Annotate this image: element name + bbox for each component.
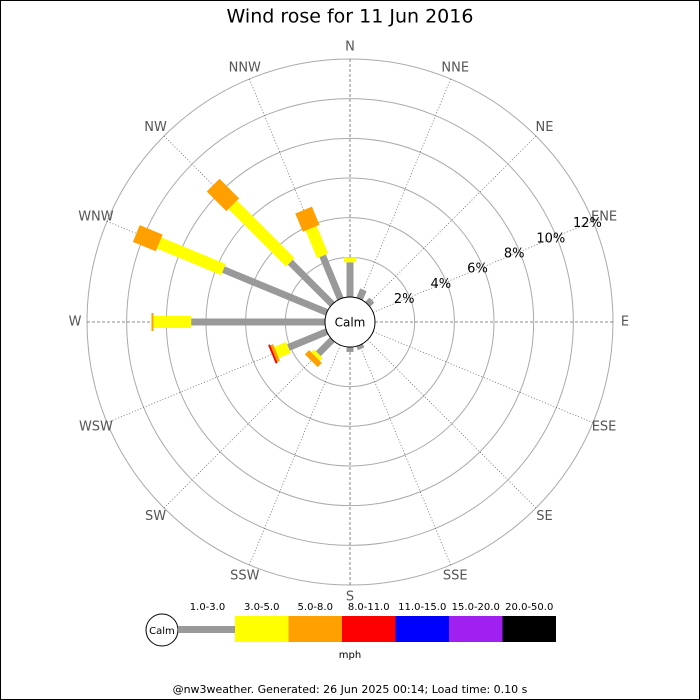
spoke	[372, 220, 594, 313]
legend-label: 5.0-8.0	[298, 602, 333, 613]
direction-label: S	[346, 590, 354, 605]
legend-swatch	[395, 616, 449, 642]
direction-label: W	[69, 315, 82, 330]
calm-circle	[324, 296, 376, 348]
direction-label: SSW	[230, 569, 260, 584]
bar-segment	[287, 259, 335, 307]
ring-label: 6%	[467, 262, 488, 277]
legend-swatch	[342, 616, 396, 642]
bar-segment	[153, 316, 192, 328]
spoke	[163, 339, 333, 509]
bar-segment	[222, 266, 329, 316]
bar-segment	[287, 328, 329, 351]
bar-segment	[311, 349, 323, 361]
ring-label: 8%	[504, 247, 525, 262]
direction-label: SW	[145, 509, 166, 524]
spoke	[367, 339, 537, 509]
bar-segment	[346, 347, 354, 352]
direction-label: NNW	[229, 60, 261, 75]
ring-label: 2%	[394, 292, 415, 307]
spoke	[359, 344, 452, 566]
rose: N NNE NE ENE E ESE SE SSE S SSW SW WSW W WNW NW NNW 2% 4%…	[69, 40, 630, 605]
bar-segment	[268, 344, 278, 364]
spoke	[367, 135, 537, 305]
direction-label: ENE	[591, 209, 617, 224]
bar-segment	[344, 257, 356, 263]
ring-label: 10%	[536, 231, 565, 246]
bar-segment	[356, 288, 367, 301]
legend: Calm 1.0-3.0 3.0-5.0 5.0-8.0 8.0-11.0 11.0-15…	[145, 602, 556, 661]
bar-segment	[270, 344, 280, 362]
legend-label: 11.0-15.0	[398, 602, 446, 613]
direction-label: SSE	[443, 569, 468, 584]
direction-label: NE	[535, 120, 553, 135]
direction-label: SE	[536, 509, 552, 524]
bar-segment	[295, 206, 320, 232]
direction-label: ESE	[592, 420, 617, 435]
bar-segment	[132, 225, 163, 252]
calm-label: Calm	[335, 316, 366, 330]
ring	[126, 98, 574, 546]
legend-label: 15.0-20.0	[452, 602, 500, 613]
bar-segment	[315, 337, 335, 357]
direction-label: NW	[144, 120, 167, 135]
bar-segment	[156, 237, 226, 276]
spoke	[248, 344, 341, 566]
direction-label: WSW	[79, 420, 113, 435]
direction-label: WNW	[78, 209, 114, 224]
legend-unit: mph	[339, 650, 361, 661]
legend-swatch	[235, 616, 289, 642]
bar-segment	[356, 343, 365, 351]
direction-label: E	[621, 315, 629, 330]
legend-label: 3.0-5.0	[244, 602, 279, 613]
direction-label: NNE	[441, 60, 469, 75]
legend-swatch	[502, 616, 556, 642]
legend-swatch	[178, 626, 235, 633]
bar-segment	[319, 254, 344, 301]
direction-label: N	[345, 40, 355, 55]
ring-label: 12%	[573, 216, 602, 231]
spoke	[359, 78, 452, 300]
legend-label: 20.0-50.0	[505, 602, 553, 613]
footer: @nw3weather. Generated: 26 Jun 2025 00:1…	[173, 683, 528, 696]
bar-segment	[274, 341, 291, 358]
legend-swatch	[449, 616, 503, 642]
bar-segment	[305, 226, 329, 259]
chart-title: Wind rose for 11 Jun 2016	[227, 6, 474, 28]
bar-segment	[151, 313, 154, 331]
legend-label: 1.0-3.0	[190, 602, 225, 613]
legend-swatch	[288, 616, 342, 642]
bar-segment	[365, 297, 375, 307]
legend-calm-label: Calm	[149, 626, 175, 637]
legend-label: 8.0-11.0	[348, 602, 390, 613]
bar-segment	[304, 350, 322, 368]
bar-segment	[191, 318, 325, 326]
bar-segment	[206, 178, 240, 212]
bar-segment	[228, 200, 295, 267]
spoke	[372, 331, 594, 424]
bar-segment	[346, 262, 354, 297]
ring-label: 4%	[431, 277, 452, 292]
